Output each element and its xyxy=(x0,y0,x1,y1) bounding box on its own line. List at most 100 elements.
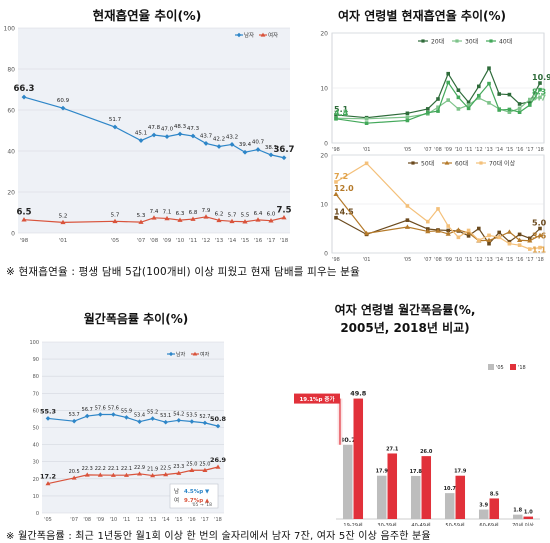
data-point xyxy=(151,215,157,220)
data-label: 7.1 xyxy=(163,209,172,215)
bar-value-label: 17.8 xyxy=(410,469,423,475)
x-tick-label: '07 xyxy=(424,257,432,262)
data-point xyxy=(281,215,287,220)
data-point xyxy=(466,106,471,111)
data-label: 22.3 xyxy=(82,466,93,472)
data-point xyxy=(202,467,208,472)
data-point xyxy=(150,473,156,478)
x-tick-label: '16 xyxy=(254,238,263,244)
data-label: 50.8 xyxy=(210,415,227,423)
bar-2005 xyxy=(342,444,353,519)
data-label: 7.9 xyxy=(202,208,211,214)
data-point xyxy=(507,239,512,244)
x-tick-label: '12 xyxy=(475,257,483,262)
data-label: 53.5 xyxy=(186,413,197,419)
x-tick-label: '12 xyxy=(475,147,483,153)
x-tick-label: '18 xyxy=(280,238,289,244)
data-label: 55.3 xyxy=(40,407,56,415)
data-point xyxy=(528,99,532,104)
chart-smoking-rate-trend: 현재흡연율 추이(%) 0 20 40 60 80 100 '98 '01 '05 '07 '08 '0… xyxy=(4,8,295,244)
data-label: 22.1 xyxy=(108,466,119,472)
data-point xyxy=(45,416,51,421)
data-point xyxy=(456,95,461,100)
x-tick-label: '09 xyxy=(444,147,452,153)
data-point xyxy=(176,470,182,475)
legend-label: 남자 xyxy=(176,351,186,358)
annotation-period: '05 → '18 xyxy=(191,502,212,508)
data-point xyxy=(477,226,481,231)
chart-title: 월간폭음률 추이(%) xyxy=(84,311,188,326)
data-point xyxy=(215,423,221,429)
chart-female-age-smoking-trend: 여자 연령별 현재흡연율 추이(%)01020'98'01'05'07'08'0… xyxy=(320,8,550,262)
legend-marker xyxy=(260,32,266,37)
plot-background xyxy=(18,28,290,233)
y-tick-label: 20 xyxy=(320,153,328,160)
data-point xyxy=(364,161,369,166)
y-tick-label: 0 xyxy=(36,511,39,517)
data-label: 5.7 xyxy=(111,212,120,218)
data-point xyxy=(190,133,196,139)
legend-label: 60대 xyxy=(455,160,468,168)
data-point xyxy=(435,228,441,233)
x-tick-label: '08 xyxy=(434,147,442,153)
bar-2005 xyxy=(512,514,523,519)
data-label: 57.6 xyxy=(95,406,106,412)
bar-value-label: 1.0 xyxy=(524,510,533,516)
data-point xyxy=(456,107,461,111)
legend-label: 50대 xyxy=(421,160,434,168)
y-tick-label: 20 xyxy=(7,190,15,197)
x-tick-label: '14 xyxy=(495,257,503,262)
data-point xyxy=(137,471,143,476)
data-point xyxy=(436,97,440,101)
x-tick-label: '17 xyxy=(526,147,534,153)
data-point xyxy=(268,152,274,158)
chart-title: 현재흡연율 추이(%) xyxy=(93,8,202,23)
data-label: 47.0 xyxy=(161,127,174,133)
increase-tag xyxy=(294,393,340,404)
x-tick-label: '07 xyxy=(70,517,78,522)
x-tick-label: '98 xyxy=(20,238,29,244)
category-label: 19-29세 xyxy=(343,522,363,526)
data-label: 47.8 xyxy=(148,125,161,131)
category-label: 60-69세 xyxy=(479,522,499,526)
data-point xyxy=(71,418,77,424)
bar-2018 xyxy=(523,516,534,519)
y-tick-label: 10 xyxy=(33,494,39,500)
data-point xyxy=(229,142,235,147)
data-label: 6.5 xyxy=(16,208,31,218)
legend-label: '05 xyxy=(496,365,504,371)
data-point xyxy=(176,418,182,423)
annotation-arrow: ▼ xyxy=(205,489,210,495)
data-label: 53.1 xyxy=(160,413,171,419)
data-label: 38.1 xyxy=(265,145,277,151)
data-point xyxy=(364,117,369,121)
data-point xyxy=(455,227,461,232)
data-point xyxy=(281,155,287,161)
data-point xyxy=(405,111,410,116)
data-point xyxy=(456,88,461,92)
bar-value-label: 17.9 xyxy=(454,469,467,475)
y-tick-label: 10 xyxy=(320,202,328,209)
data-point xyxy=(538,245,542,250)
legend-label: '18 xyxy=(518,365,526,371)
legend-label: 30대 xyxy=(465,38,478,46)
data-point xyxy=(436,109,440,113)
data-point xyxy=(364,121,369,125)
x-tick-label: '16 xyxy=(188,517,196,522)
data-point xyxy=(268,218,274,223)
data-point xyxy=(445,231,451,236)
annotation-frame xyxy=(169,483,219,509)
data-label: 53.4 xyxy=(134,413,145,419)
chart-binge-drinking-trend: 월간폭음률 추이(%) 0 10 20 30 40 50 60 70 80 90 100 '05 '07 '… xyxy=(29,311,227,522)
legend-marker xyxy=(168,351,174,357)
x-tick-label: '09 xyxy=(96,517,104,522)
data-point xyxy=(150,416,155,421)
data-point xyxy=(229,218,235,224)
data-point xyxy=(426,107,430,111)
legend-swatch xyxy=(510,364,516,370)
data-point xyxy=(111,412,116,417)
data-point xyxy=(425,228,431,234)
chart-title: 여자 연령별 현재흡연율 추이(%) xyxy=(338,8,506,23)
data-point xyxy=(537,232,543,238)
chart-subtitle: 2005년, 2018년 비교) xyxy=(340,320,469,335)
